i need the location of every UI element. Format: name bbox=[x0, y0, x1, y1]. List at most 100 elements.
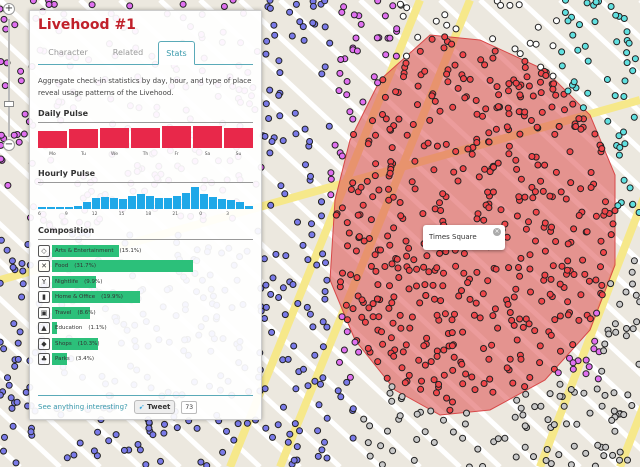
checkin-dot bbox=[440, 346, 448, 354]
fork-knife-icon: ✕ bbox=[38, 260, 50, 273]
checkin-dot bbox=[396, 0, 404, 8]
composition-row[interactable]: ▣ Travel (8.6%) bbox=[38, 305, 253, 321]
checkin-dot bbox=[413, 436, 421, 443]
daily-tick-label: Su bbox=[235, 152, 242, 157]
composition-row[interactable]: ♣ Parks (3.4%) bbox=[38, 352, 253, 368]
hourly-bar[interactable] bbox=[173, 195, 181, 209]
zoom-in-button[interactable]: + bbox=[3, 3, 15, 15]
hourly-bar[interactable] bbox=[101, 196, 109, 209]
tab-related[interactable]: Related bbox=[112, 48, 144, 57]
checkin-dot bbox=[393, 25, 401, 33]
composition-row[interactable]: Y Nightlife (9.9%) bbox=[38, 274, 253, 290]
composition-percent: (15.1%) bbox=[119, 247, 142, 254]
checkin-dot bbox=[552, 91, 560, 99]
street bbox=[518, 0, 640, 116]
checkin-dot bbox=[613, 38, 621, 46]
daily-bar-we[interactable] bbox=[100, 127, 129, 148]
see-anything-link[interactable]: See anything interesting? bbox=[38, 403, 128, 411]
checkin-dot bbox=[145, 424, 153, 432]
hourly-bar[interactable] bbox=[65, 206, 73, 209]
hourly-bar[interactable] bbox=[209, 196, 217, 209]
hourly-bar[interactable] bbox=[38, 206, 46, 209]
hourly-bar[interactable] bbox=[191, 187, 199, 209]
hourly-bar[interactable] bbox=[155, 198, 163, 209]
checkin-dot bbox=[292, 0, 300, 8]
checkin-dot bbox=[403, 4, 411, 12]
hourly-bar[interactable] bbox=[164, 198, 172, 209]
hourly-bar[interactable] bbox=[119, 199, 127, 209]
checkin-dot bbox=[461, 94, 469, 102]
checkin-dot bbox=[416, 47, 424, 55]
daily-bar-sa[interactable] bbox=[193, 126, 222, 148]
hourly-bar[interactable] bbox=[146, 195, 154, 209]
composition-row[interactable]: ▲ Education (1.1%) bbox=[38, 321, 253, 337]
checkin-dot bbox=[19, 267, 27, 275]
composition-label: Nightlife bbox=[55, 278, 79, 285]
hourly-bar[interactable] bbox=[56, 206, 64, 209]
hourly-bar[interactable] bbox=[47, 206, 55, 209]
checkin-dot bbox=[623, 49, 631, 57]
daily-bar-mo[interactable] bbox=[38, 130, 67, 148]
hourly-bar[interactable] bbox=[83, 202, 91, 209]
checkin-dot bbox=[582, 449, 590, 457]
composition-row[interactable]: ✕ Food (31.7%) bbox=[38, 259, 253, 275]
checkin-dot bbox=[440, 44, 448, 52]
hourly-bar[interactable] bbox=[200, 193, 208, 209]
checkin-dot bbox=[357, 183, 365, 191]
checkin-dot bbox=[319, 318, 327, 326]
checkin-dot bbox=[516, 91, 524, 99]
checkin-dot bbox=[369, 313, 377, 321]
daily-bar-fr[interactable] bbox=[162, 126, 191, 148]
hourly-tick-label: 12 bbox=[91, 212, 98, 217]
checkin-dot bbox=[397, 324, 405, 332]
hourly-bar[interactable] bbox=[182, 192, 190, 209]
checkin-dot bbox=[602, 443, 610, 451]
checkin-dot bbox=[537, 89, 545, 97]
hourly-bar[interactable] bbox=[236, 202, 244, 209]
checkin-dot bbox=[321, 438, 328, 446]
zoom-slider-handle[interactable] bbox=[4, 101, 14, 107]
zoom-out-button[interactable]: − bbox=[3, 139, 15, 151]
checkin-dot bbox=[327, 169, 335, 177]
checkin-dot bbox=[385, 185, 392, 193]
tab-character[interactable]: Character bbox=[48, 48, 88, 57]
checkin-dot bbox=[479, 463, 487, 467]
checkin-dot bbox=[471, 386, 479, 394]
tweet-button[interactable]: ➹ Tweet bbox=[133, 400, 176, 414]
close-icon[interactable]: × bbox=[493, 228, 501, 236]
tab-stats[interactable]: Stats bbox=[158, 41, 195, 65]
checkin-dot bbox=[433, 264, 441, 272]
checkin-dot bbox=[593, 309, 601, 317]
hourly-bar[interactable] bbox=[128, 195, 136, 209]
composition-row[interactable]: ◆ Shops (10.3%) bbox=[38, 336, 253, 352]
checkin-dot bbox=[321, 0, 329, 5]
checkin-dot bbox=[504, 104, 512, 112]
zoom-slider-track[interactable] bbox=[8, 19, 10, 137]
hourly-bar[interactable] bbox=[92, 198, 100, 209]
checkin-dot bbox=[464, 145, 472, 153]
checkin-dot bbox=[388, 144, 396, 152]
checkin-dot bbox=[382, 51, 390, 59]
hourly-bar[interactable] bbox=[74, 205, 82, 209]
hourly-bar[interactable] bbox=[218, 199, 226, 209]
checkin-dot bbox=[299, 241, 307, 249]
checkin-dot bbox=[584, 89, 592, 97]
composition-row[interactable]: ◇ Arts & Entertainment (15.1%) bbox=[38, 243, 253, 259]
hourly-bar[interactable] bbox=[110, 198, 118, 209]
checkin-dot bbox=[3, 246, 11, 254]
checkin-dot bbox=[460, 269, 468, 277]
checkin-dot bbox=[460, 75, 467, 83]
hourly-bar[interactable] bbox=[137, 193, 145, 209]
checkin-dot bbox=[342, 301, 350, 309]
hourly-bar[interactable] bbox=[227, 200, 235, 209]
daily-tick-label: Tu bbox=[81, 152, 86, 157]
daily-bar-th[interactable] bbox=[131, 127, 160, 148]
daily-bar-su[interactable] bbox=[224, 128, 253, 148]
daily-bar-tu[interactable] bbox=[69, 128, 98, 148]
checkin-dot bbox=[437, 297, 445, 305]
checkin-dot bbox=[582, 356, 590, 364]
hourly-bar[interactable] bbox=[245, 205, 253, 209]
checkin-dot bbox=[519, 411, 527, 419]
composition-row[interactable]: ▮ Home & Office (19.9%) bbox=[38, 290, 253, 306]
checkin-dot bbox=[389, 319, 397, 327]
